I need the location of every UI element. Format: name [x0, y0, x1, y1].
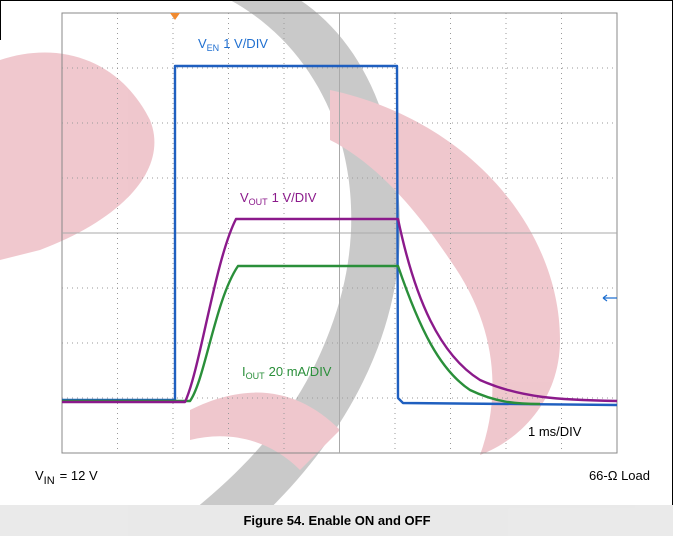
iout-label: IOUT 20 mA/DIV	[242, 364, 332, 381]
scope-grid	[61, 12, 618, 454]
symbol: V	[240, 190, 249, 205]
timebase: 1 ms/DIV	[528, 424, 582, 439]
iout-trace	[62, 264, 541, 406]
symbol: V	[35, 468, 44, 483]
subscript: OUT	[249, 197, 269, 207]
load-condition: 66-Ω Load	[589, 468, 650, 483]
subscript: EN	[207, 43, 220, 53]
vout-trace	[62, 217, 618, 404]
vout-label: VOUT 1 V/DIV	[240, 190, 317, 207]
symbol: I	[242, 364, 246, 379]
subscript: OUT	[246, 371, 266, 381]
subscript: IN	[44, 475, 55, 487]
symbol: V	[198, 36, 207, 51]
trigger-marker	[170, 13, 180, 20]
scale: 20 mA/DIV	[269, 364, 332, 379]
value: = 12 V	[60, 468, 98, 483]
scale: 1 V/DIV	[223, 36, 268, 51]
vin-condition: VIN = 12 V	[35, 468, 98, 487]
ven-label: VEN 1 V/DIV	[198, 36, 268, 53]
scale: 1 V/DIV	[272, 190, 317, 205]
caption: Figure 54. Enable ON and OFF	[243, 513, 430, 528]
level-marker	[602, 294, 617, 302]
